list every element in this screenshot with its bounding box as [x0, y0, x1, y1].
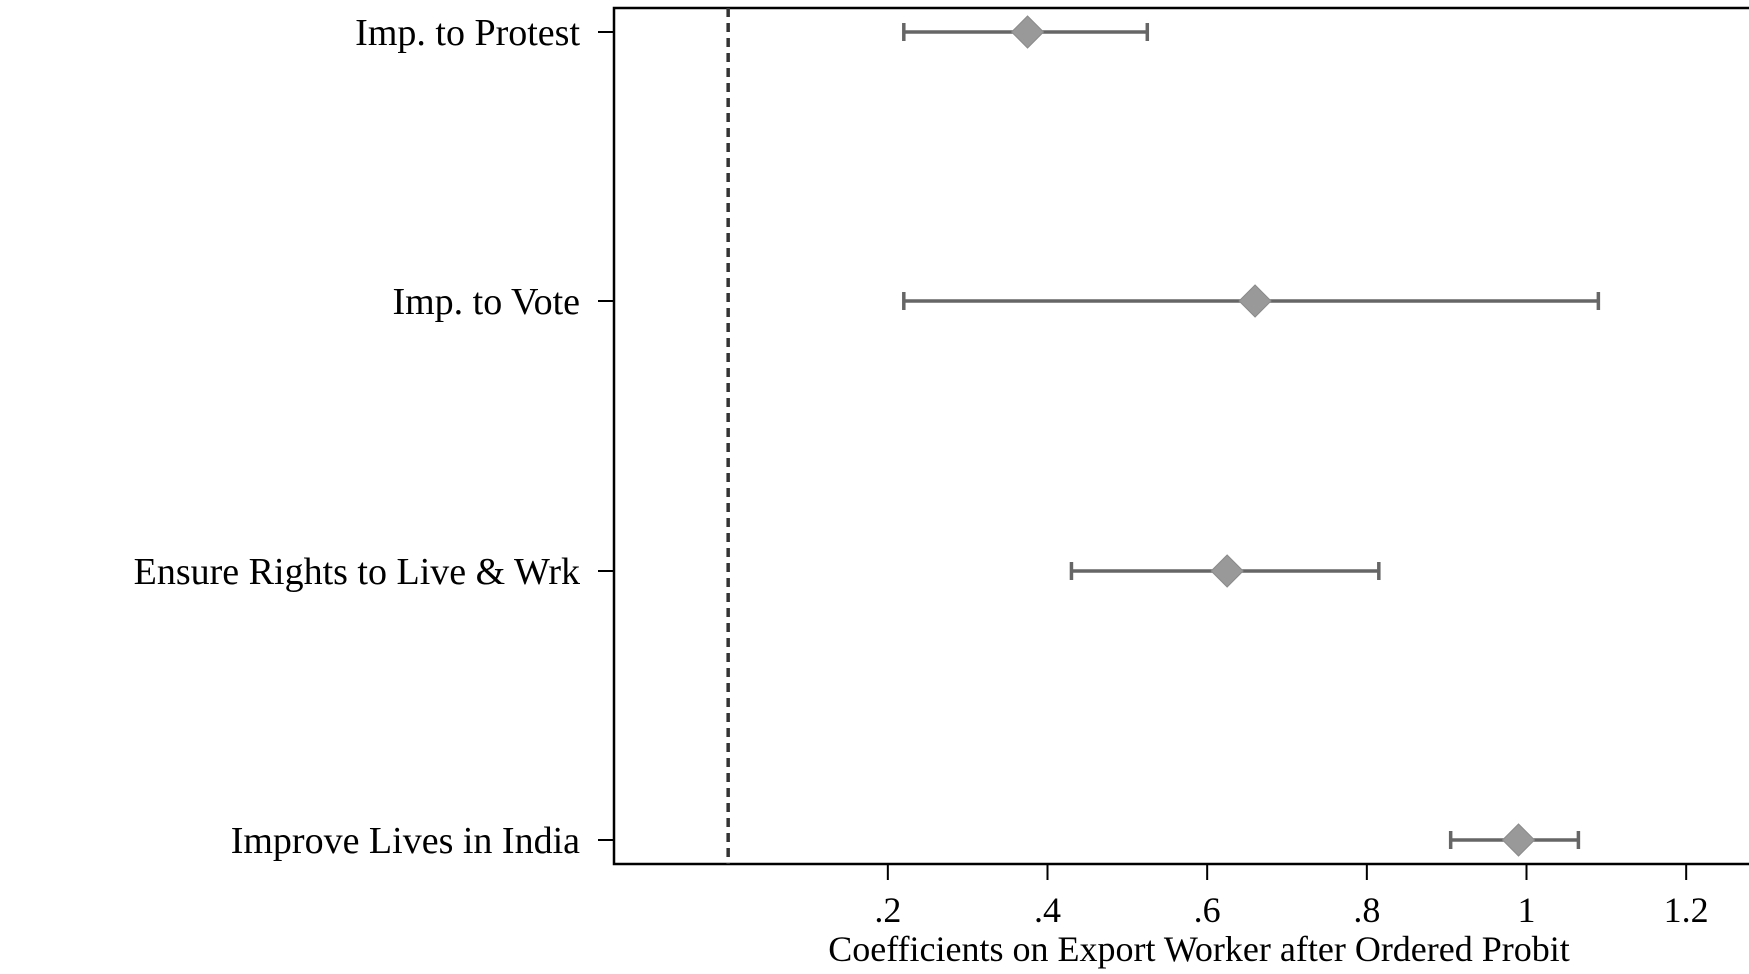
x-axis-title: Coefficients on Export Worker after Orde… [828, 929, 1570, 969]
category-label: Imp. to Protest [355, 12, 580, 54]
category-label: Ensure Rights to Live & Wrk [134, 551, 580, 593]
x-tick-label: .2 [874, 890, 901, 930]
coefficient-point-group [902, 15, 1150, 49]
x-tick-label: .6 [1194, 890, 1221, 930]
x-axis: .2 .4 .6 .8 1 1.2 [874, 864, 1709, 930]
coefficient-point-group [902, 284, 1601, 318]
x-tick-label: 1 [1518, 890, 1536, 930]
coefficient-point-group [1069, 554, 1381, 588]
x-tick-label: .8 [1353, 890, 1380, 930]
point-estimate-marker [1501, 823, 1536, 857]
plot-frame [612, 6, 1749, 866]
coefficient-point-group [1448, 823, 1581, 857]
category-label: Improve Lives in India [231, 820, 580, 862]
point-estimate-marker [1238, 284, 1272, 318]
coefficient-series [902, 15, 1601, 857]
category-label: Imp. to Vote [392, 281, 580, 323]
x-tick-label: 1.2 [1664, 890, 1709, 930]
x-tick-label: .4 [1034, 890, 1061, 930]
point-estimate-marker [1010, 15, 1045, 49]
point-estimate-marker [1210, 554, 1244, 588]
category-axis: Imp. to Protest Imp. to Vote Ensure Rights… [134, 12, 614, 862]
